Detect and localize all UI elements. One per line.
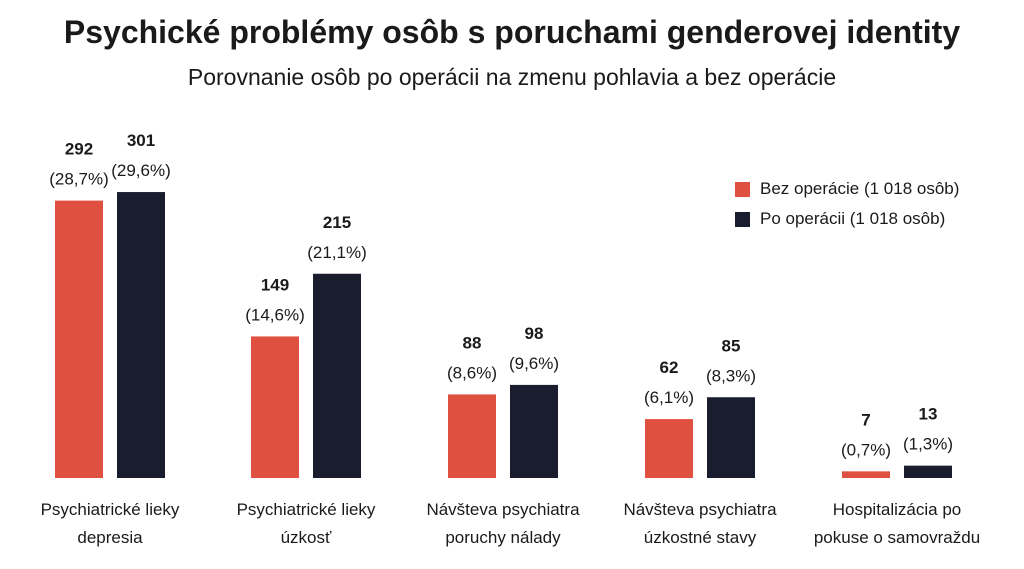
value-label-series1-cat2: 98 [525,324,544,343]
bar-series1-cat1 [313,273,361,478]
bar-series0-cat2 [448,394,496,478]
category-label-2: Návšteva psychiatra poruchy nálady [408,496,598,552]
legend-swatch-bez-operacie [735,181,750,197]
value-label-series0-cat3: 62 [660,358,679,377]
legend-item-bez-operacie: Bez operácie (1 018 osôb) [735,174,959,204]
bar-series1-cat3 [707,397,755,478]
category-label-1-line1: úzkosť [280,528,332,547]
bar-series1-cat2 [510,384,558,478]
legend-label-po-operacii: Po operácii (1 018 osôb) [760,209,946,228]
chart-subtitle: Porovnanie osôb po operácii na zmenu poh… [187,64,837,90]
category-label-4: Hospitalizácia po pokuse o samovraždu [802,496,992,552]
value-label-series0-cat4: 7 [861,410,870,429]
category-label-0-line0: Psychiatrické lieky [40,500,180,519]
category-label-2-line1: poruchy nálady [445,528,561,547]
category-label-0-line1: depresia [77,528,143,547]
percent-label-series1-cat0: (29,6%) [111,161,171,180]
category-label-1: Psychiatrické lieky úzkosť [211,496,401,552]
chart-title: Psychické problémy osôb s poruchami gend… [63,14,961,50]
percent-label-series1-cat4: (1,3%) [903,435,953,454]
category-label-1-line0: Psychiatrické lieky [236,500,376,519]
bar-series1-cat4 [904,465,952,478]
value-label-series1-cat3: 85 [722,336,741,355]
percent-label-series0-cat0: (28,7%) [49,170,109,189]
legend: Bez operácie (1 018 osôb) Po operácii (1… [735,174,959,234]
bar-series0-cat3 [645,419,693,478]
bar-series1-cat0 [117,192,165,479]
value-label-series1-cat0: 301 [127,131,155,150]
value-label-series1-cat4: 13 [919,405,938,424]
value-label-series0-cat1: 149 [261,275,289,294]
category-label-3: Návšteva psychiatra úzkostné stavy [605,496,795,552]
bar-series0-cat4 [842,471,890,478]
percent-label-series1-cat1: (21,1%) [307,243,367,262]
value-label-series0-cat0: 292 [65,140,93,159]
category-label-3-line0: Návšteva psychiatra [623,500,777,519]
bar-series0-cat0 [55,200,103,478]
value-label-series0-cat2: 88 [463,333,482,352]
percent-label-series1-cat3: (8,3%) [706,366,756,385]
legend-item-po-operacii: Po operácii (1 018 osôb) [735,204,959,234]
percent-label-series0-cat1: (14,6%) [245,305,305,324]
category-label-0: Psychiatrické lieky depresia [15,496,205,552]
bar-series0-cat1 [251,336,299,478]
category-label-4-line1: pokuse o samovraždu [813,528,981,547]
legend-swatch-po-operacii [735,211,750,227]
percent-label-series1-cat2: (9,6%) [509,354,559,373]
value-label-series1-cat1: 215 [323,213,351,232]
category-label-2-line0: Návšteva psychiatra [426,500,580,519]
percent-label-series0-cat4: (0,7%) [841,440,891,459]
percent-label-series0-cat3: (6,1%) [644,388,694,407]
legend-label-bez-operacie: Bez operácie (1 018 osôb) [760,179,960,198]
category-label-4-line0: Hospitalizácia po [832,500,962,519]
percent-label-series0-cat2: (8,6%) [447,363,497,382]
category-label-3-line1: úzkostné stavy [643,528,757,547]
